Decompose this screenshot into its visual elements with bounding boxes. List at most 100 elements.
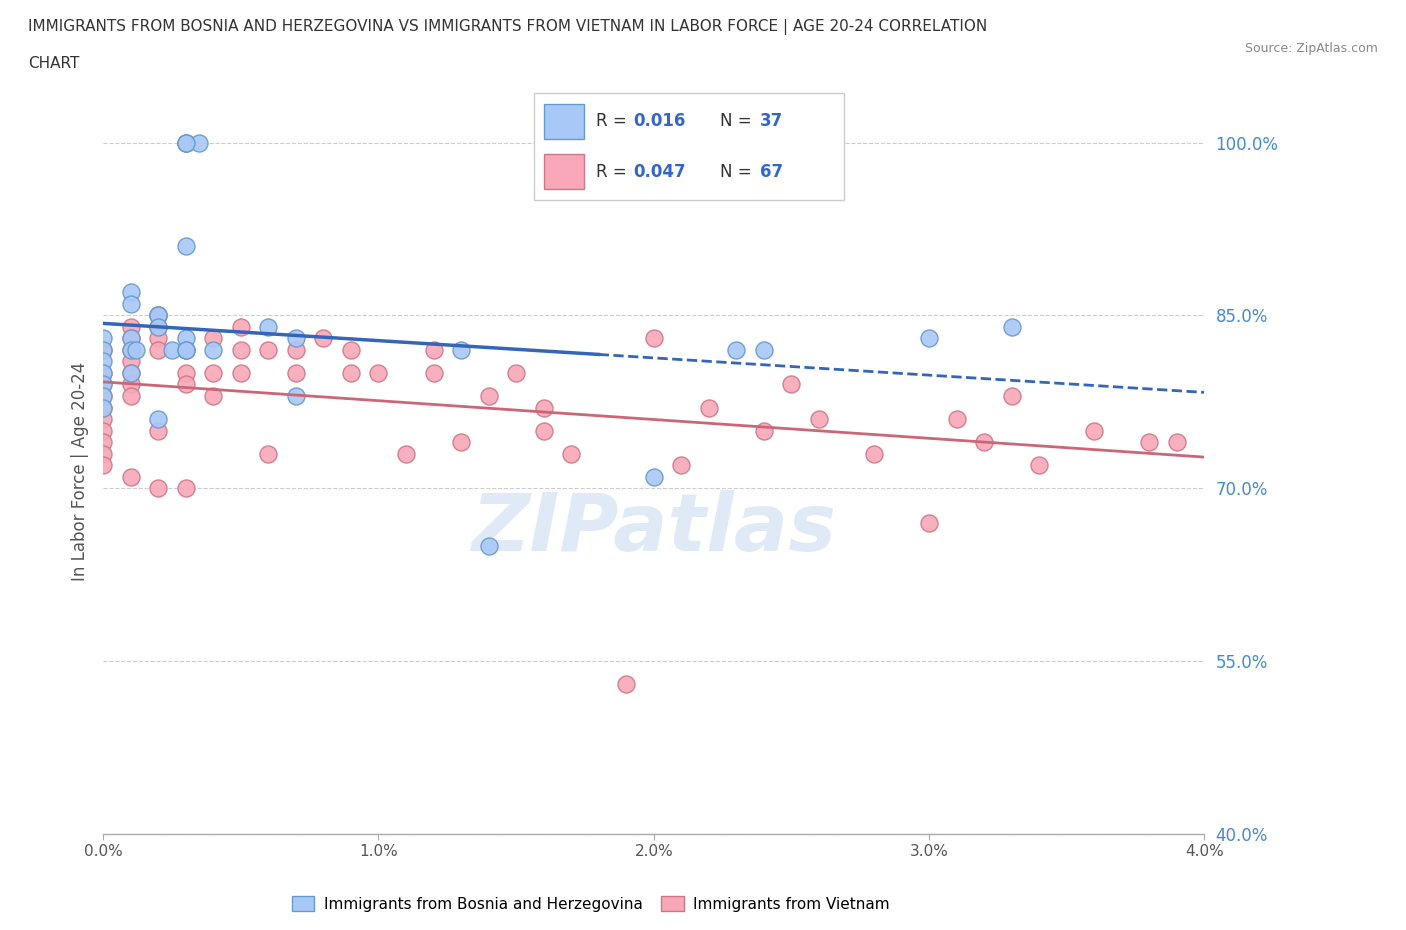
Text: IMMIGRANTS FROM BOSNIA AND HERZEGOVINA VS IMMIGRANTS FROM VIETNAM IN LABOR FORCE: IMMIGRANTS FROM BOSNIA AND HERZEGOVINA V…: [28, 19, 987, 34]
Point: [120, 285, 142, 299]
Point: [284, 342, 307, 357]
Point: [284, 365, 307, 380]
Point: [91, 342, 114, 357]
Point: [1083, 423, 1105, 438]
Point: [643, 470, 665, 485]
Point: [229, 365, 252, 380]
Point: [148, 481, 170, 496]
Text: N =: N =: [720, 113, 756, 130]
Point: [973, 434, 995, 449]
Point: [918, 331, 941, 346]
Point: [91, 354, 114, 369]
Point: [725, 342, 748, 357]
Point: [91, 458, 114, 472]
Point: [120, 377, 142, 392]
Point: [91, 342, 114, 357]
Point: [174, 135, 197, 150]
Point: [148, 319, 170, 334]
Point: [643, 331, 665, 346]
Point: [807, 412, 830, 427]
Point: [174, 377, 197, 392]
Point: [918, 515, 941, 530]
Point: [91, 365, 114, 380]
Point: [91, 389, 114, 404]
Point: [148, 331, 170, 346]
Point: [120, 331, 142, 346]
Point: [863, 446, 886, 461]
Point: [450, 434, 472, 449]
Point: [697, 400, 720, 415]
Point: [945, 412, 967, 427]
Point: [257, 319, 280, 334]
Point: [505, 365, 527, 380]
Point: [284, 389, 307, 404]
Point: [367, 365, 389, 380]
Point: [202, 389, 225, 404]
Point: [91, 400, 114, 415]
Point: [202, 365, 225, 380]
Point: [312, 331, 335, 346]
Point: [91, 389, 114, 404]
Point: [1001, 319, 1024, 334]
Point: [148, 308, 170, 323]
Point: [91, 400, 114, 415]
Point: [422, 365, 444, 380]
Text: R =: R =: [596, 163, 633, 180]
FancyBboxPatch shape: [544, 154, 583, 190]
Point: [120, 365, 142, 380]
Point: [340, 365, 363, 380]
Point: [91, 434, 114, 449]
Point: [174, 135, 197, 150]
Point: [257, 342, 280, 357]
Point: [174, 365, 197, 380]
Point: [174, 342, 197, 357]
Point: [533, 400, 555, 415]
Point: [148, 308, 170, 323]
Y-axis label: In Labor Force | Age 20-24: In Labor Force | Age 20-24: [72, 361, 89, 580]
Point: [120, 389, 142, 404]
Point: [560, 446, 582, 461]
Point: [202, 331, 225, 346]
Point: [477, 538, 499, 553]
Point: [752, 342, 775, 357]
FancyBboxPatch shape: [534, 93, 844, 200]
Point: [120, 331, 142, 346]
Point: [91, 412, 114, 427]
Point: [1166, 434, 1188, 449]
Point: [160, 342, 183, 357]
Text: ZIPatlas: ZIPatlas: [471, 490, 837, 568]
Text: 67: 67: [761, 163, 783, 180]
Text: 0.016: 0.016: [633, 113, 686, 130]
Point: [229, 342, 252, 357]
Point: [120, 297, 142, 312]
Point: [120, 342, 142, 357]
FancyBboxPatch shape: [544, 104, 583, 139]
Point: [477, 389, 499, 404]
Point: [671, 458, 693, 472]
Point: [229, 319, 252, 334]
Point: [91, 365, 114, 380]
Point: [174, 342, 197, 357]
Text: R =: R =: [596, 113, 633, 130]
Point: [202, 342, 225, 357]
Point: [174, 239, 197, 254]
Point: [284, 331, 307, 346]
Point: [91, 377, 114, 392]
Point: [340, 342, 363, 357]
Text: 37: 37: [761, 113, 783, 130]
Point: [120, 342, 142, 357]
Point: [148, 319, 170, 334]
Point: [148, 423, 170, 438]
Legend: Immigrants from Bosnia and Herzegovina, Immigrants from Vietnam: Immigrants from Bosnia and Herzegovina, …: [285, 890, 896, 918]
Point: [450, 342, 472, 357]
Point: [91, 423, 114, 438]
Point: [120, 365, 142, 380]
Point: [257, 446, 280, 461]
Point: [188, 135, 211, 150]
Point: [395, 446, 418, 461]
Text: CHART: CHART: [28, 56, 80, 71]
Point: [125, 342, 148, 357]
Point: [780, 377, 803, 392]
Point: [148, 308, 170, 323]
Point: [120, 354, 142, 369]
